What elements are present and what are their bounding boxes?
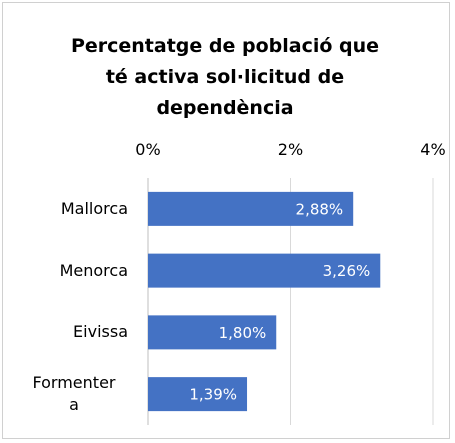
y-tick-label: Mallorca (60, 198, 128, 218)
data-label: 1,80% (219, 324, 267, 342)
bar (148, 253, 381, 288)
data-label: 2,88% (296, 200, 344, 218)
y-tick-label: Menorca (59, 260, 128, 280)
x-tick-label: 2% (277, 140, 304, 159)
x-tick-label: 0% (135, 140, 161, 159)
chart-title: Percentatge de població que té activa so… (70, 35, 380, 119)
bar (148, 377, 248, 412)
chart-frame (2, 2, 450, 439)
data-label: 1,39% (189, 386, 237, 404)
data-label: 3,26% (323, 262, 371, 280)
bar (148, 315, 277, 350)
bar (148, 191, 354, 226)
y-tick-label: Formentera (32, 373, 116, 415)
y-tick-label: Eivissa (73, 322, 128, 342)
x-tick-label: 4% (420, 140, 446, 159)
